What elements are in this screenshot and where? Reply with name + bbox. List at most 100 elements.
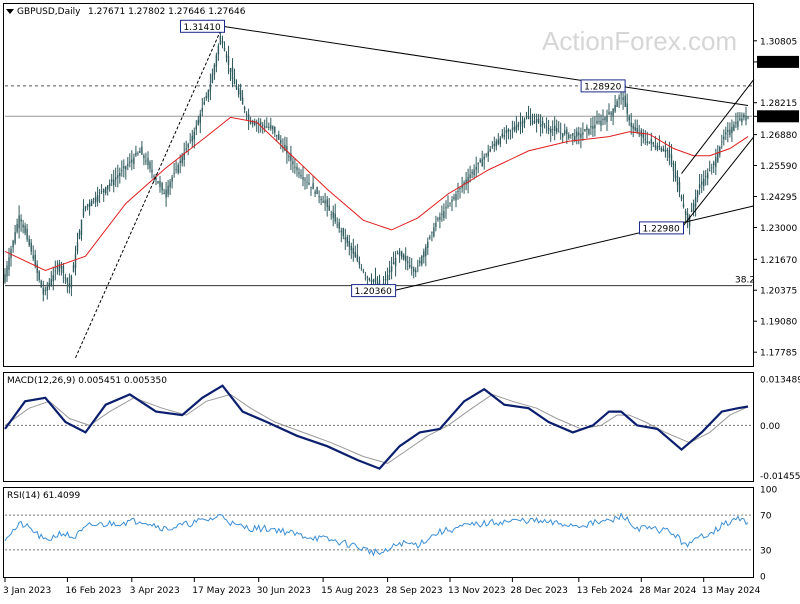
candle: [125, 165, 127, 180]
candle: [165, 182, 167, 207]
candle: [632, 123, 634, 138]
candle: [324, 192, 326, 211]
candle-body: [457, 191, 459, 192]
price-tick: 1.29920: [753, 55, 799, 68]
candle: [40, 279, 42, 288]
candle-body: [159, 180, 161, 187]
candle-body: [656, 146, 659, 150]
time-tick: 16 Feb 2023: [65, 578, 121, 596]
candle-body: [686, 213, 689, 223]
candle: [225, 51, 228, 63]
candle: [6, 261, 8, 282]
candle-body: [177, 164, 179, 173]
candle: [256, 119, 258, 132]
candle: [352, 238, 354, 262]
candle: [394, 251, 397, 277]
candle-body: [503, 135, 505, 137]
candle: [219, 30, 222, 46]
candle-body: [346, 236, 348, 243]
candle-body: [225, 54, 228, 58]
candle: [477, 162, 479, 174]
candle: [419, 257, 421, 267]
candle: [644, 130, 646, 145]
candle: [495, 138, 497, 151]
candle-body: [4, 274, 6, 283]
candle-body: [254, 122, 256, 126]
candle: [453, 193, 455, 201]
candle-body: [461, 185, 463, 189]
candle-body: [578, 132, 580, 136]
candle-body: [153, 176, 155, 177]
candle: [199, 109, 201, 134]
candle-body: [537, 118, 540, 124]
candle: [578, 126, 580, 145]
candle-body: [590, 126, 592, 128]
candle: [481, 150, 483, 167]
time-tick-label: 17 May 2023: [192, 586, 251, 596]
candle-body: [564, 130, 566, 134]
time-tick-label: 28 Dec 2023: [510, 586, 568, 596]
candle: [703, 170, 705, 191]
candle-body: [435, 222, 437, 227]
candle: [334, 203, 336, 224]
candle: [435, 215, 437, 232]
candle-body: [131, 159, 133, 163]
price-tick: 1.24295: [753, 193, 797, 203]
candle-body: [668, 150, 671, 158]
candle: [18, 205, 20, 239]
candle-body: [64, 277, 67, 279]
candle-body: [721, 141, 723, 143]
rsi-layer: [4, 512, 752, 557]
candle-body: [249, 120, 252, 124]
candle-body: [84, 206, 87, 209]
candle-body: [646, 141, 648, 143]
candle-body: [42, 288, 44, 295]
candle-body: [521, 120, 524, 127]
macd-axis: 0.013489 0.00 -0.014554: [760, 375, 800, 482]
candle-body: [141, 146, 143, 155]
candle: [370, 273, 373, 286]
trendline-3: [681, 136, 755, 229]
candle: [30, 239, 32, 256]
candle: [415, 267, 417, 277]
candle: [94, 191, 97, 207]
candle-body: [413, 268, 415, 272]
candle-body: [201, 107, 203, 112]
candle-body: [634, 127, 636, 131]
candle-body: [638, 133, 640, 135]
price-tick: 1.28215: [753, 99, 797, 109]
candle-body: [674, 171, 677, 178]
candle: [606, 109, 608, 131]
candle: [171, 174, 173, 189]
candle: [386, 267, 389, 287]
candle-body: [163, 193, 165, 194]
candle: [696, 189, 699, 203]
candle-body: [221, 40, 224, 44]
candle: [598, 113, 600, 125]
candle-body: [725, 132, 727, 135]
candle: [390, 256, 393, 280]
candle-body: [384, 278, 387, 281]
price-badge: [757, 55, 799, 68]
candle-body: [280, 139, 282, 144]
candle-body: [723, 136, 725, 140]
candle: [427, 237, 429, 255]
candle-body: [576, 131, 578, 137]
candle: [527, 105, 530, 120]
candle: [109, 179, 111, 192]
candle: [449, 202, 451, 207]
candle-body: [239, 90, 242, 100]
candle: [628, 114, 630, 126]
candle-body: [515, 125, 518, 131]
candle-body: [394, 258, 397, 267]
candle-body: [44, 290, 46, 291]
candle-body: [203, 101, 205, 105]
candle-body: [12, 240, 14, 248]
candle-body: [415, 270, 417, 273]
candle: [403, 253, 405, 261]
candle: [670, 144, 673, 168]
candle: [241, 90, 244, 105]
candle: [552, 120, 554, 136]
candle: [268, 122, 270, 131]
candle: [731, 119, 733, 142]
